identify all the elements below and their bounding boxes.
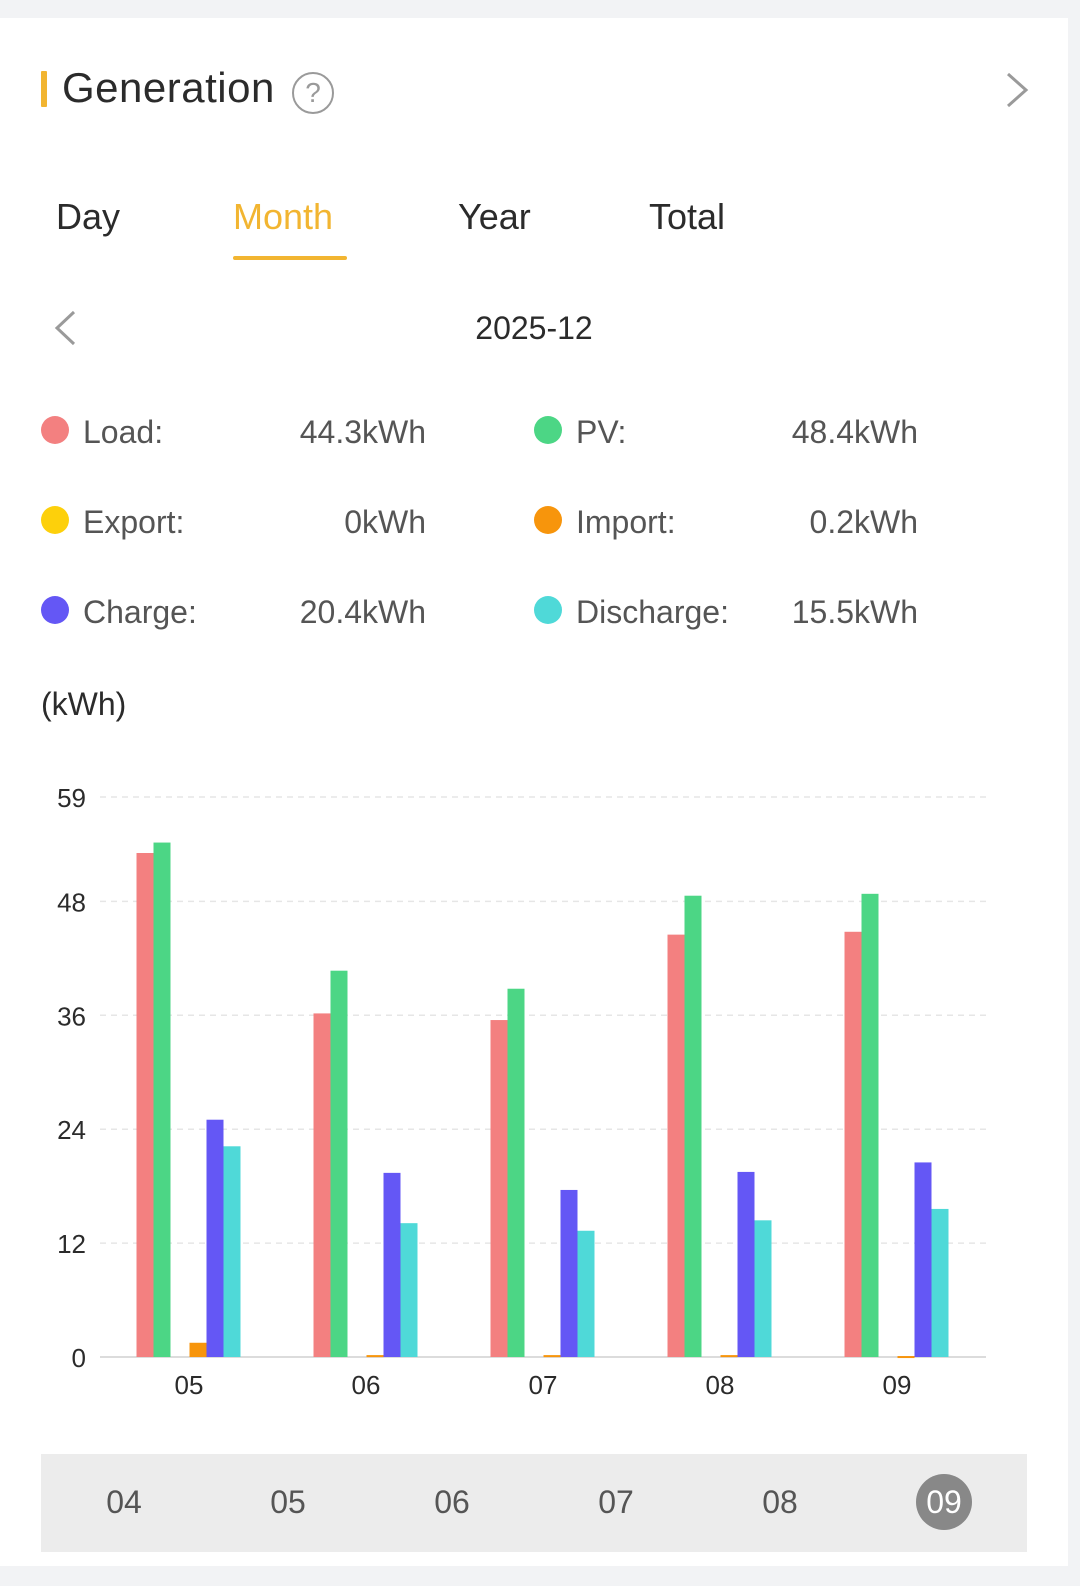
tab-day[interactable]: Day: [56, 196, 121, 237]
tab-year[interactable]: Year: [458, 196, 531, 237]
pv-label: PV:: [576, 414, 627, 450]
load-value: 44.3kWh: [299, 414, 426, 450]
month-selector-item-06[interactable]: 06: [434, 1484, 470, 1520]
active-tab-indicator: [233, 256, 347, 260]
month-selector-item-07[interactable]: 07: [598, 1484, 634, 1520]
generation-card: [0, 18, 1068, 1566]
pv-dot: [534, 416, 562, 444]
export-dot: [41, 506, 69, 534]
load-dot: [41, 416, 69, 444]
charge-dot: [41, 596, 69, 624]
period-label: 2025-12: [475, 310, 593, 346]
month-selector-item-04[interactable]: 04: [106, 1484, 142, 1520]
discharge-dot: [534, 596, 562, 624]
import-dot: [534, 506, 562, 534]
help-icon[interactable]: ?: [292, 72, 334, 114]
page-title: Generation: [62, 64, 275, 111]
pv-value: 48.4kWh: [791, 414, 918, 450]
month-selector-item-05[interactable]: 05: [270, 1484, 306, 1520]
tab-total[interactable]: Total: [649, 196, 726, 237]
tab-month[interactable]: Month: [233, 196, 334, 237]
month-selector-item-09[interactable]: 09: [916, 1474, 972, 1530]
discharge-value: 15.5kWh: [791, 594, 918, 630]
title-accent-bar: [41, 71, 47, 107]
load-label: Load:: [83, 414, 164, 450]
month-selector-bar: [41, 1454, 1027, 1552]
export-value: 0kWh: [344, 504, 426, 540]
chevron-right-icon[interactable]: [1000, 70, 1036, 110]
export-label: Export:: [83, 504, 185, 540]
discharge-label: Discharge:: [576, 594, 729, 630]
y-axis-unit: (kWh): [41, 686, 127, 722]
chevron-left-icon[interactable]: [50, 308, 82, 348]
import-value: 0.2kWh: [809, 504, 918, 540]
import-label: Import:: [576, 504, 676, 540]
month-selector-item-08[interactable]: 08: [762, 1484, 798, 1520]
charge-value: 20.4kWh: [299, 594, 426, 630]
charge-label: Charge:: [83, 594, 197, 630]
